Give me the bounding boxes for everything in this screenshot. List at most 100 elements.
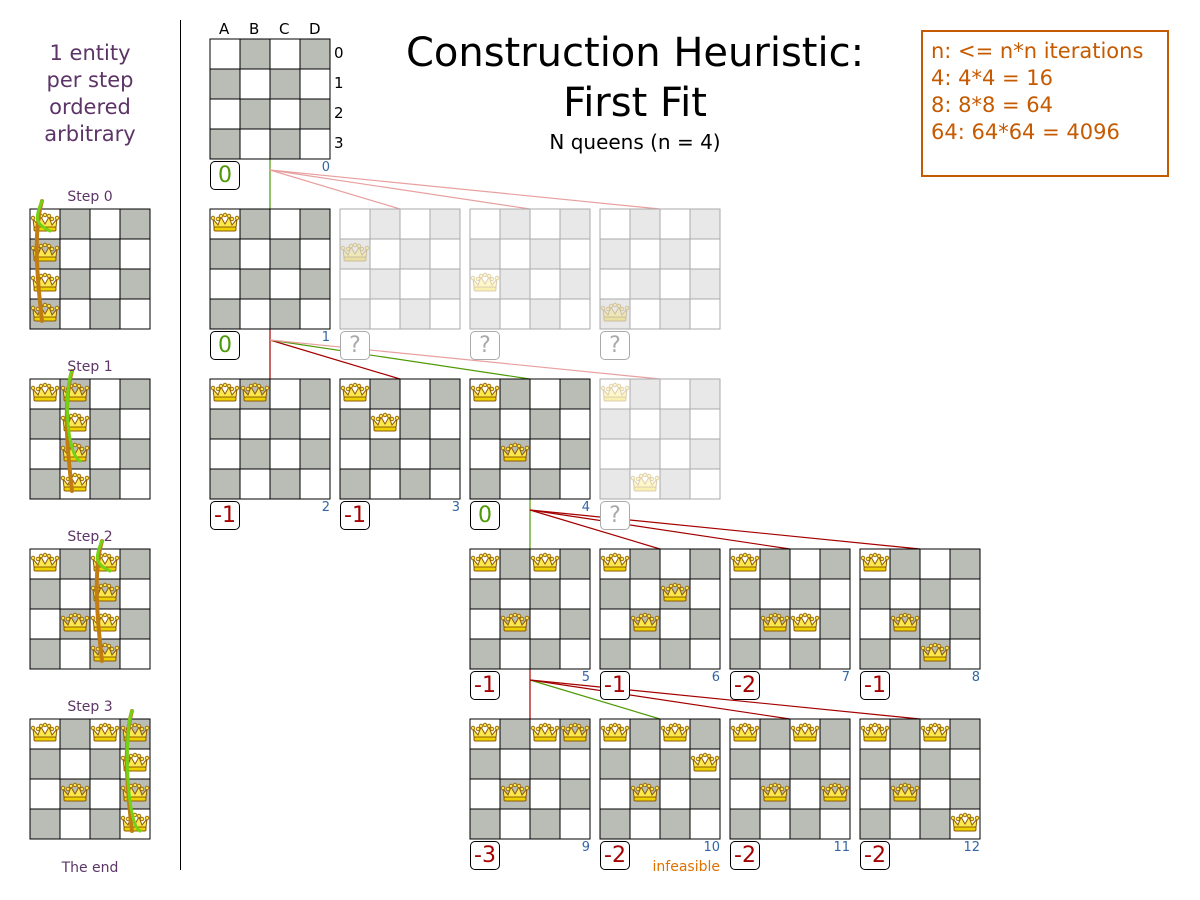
edge-evaluated <box>529 509 661 550</box>
board-square <box>89 748 121 780</box>
board-square <box>369 208 401 240</box>
board-square <box>659 298 691 330</box>
board-square <box>629 298 661 330</box>
board-number: 7 <box>841 670 850 685</box>
board <box>339 378 461 500</box>
board <box>469 548 591 670</box>
board-square <box>889 638 921 670</box>
board-square <box>59 748 91 780</box>
divider <box>180 20 181 870</box>
board-square <box>789 638 821 670</box>
board-number: 0 <box>321 160 330 175</box>
board-number: 6 <box>711 670 720 685</box>
board-square <box>59 298 91 330</box>
board-square <box>119 468 151 500</box>
score-badge: -1 <box>470 671 500 700</box>
board-square <box>659 268 691 300</box>
board-square <box>429 268 461 300</box>
score-badge: -3 <box>470 841 500 870</box>
board-square <box>209 38 241 70</box>
board-square <box>789 748 821 780</box>
board-square <box>239 408 271 440</box>
board-square <box>629 208 661 240</box>
board-square <box>949 638 981 670</box>
board-number: 4 <box>581 500 590 515</box>
board-square <box>859 778 891 810</box>
board <box>209 378 331 500</box>
score-badge: -2 <box>860 841 890 870</box>
board-square <box>339 208 371 240</box>
board-square <box>429 208 461 240</box>
board-square <box>119 608 151 640</box>
board-square <box>919 808 951 840</box>
board-square <box>559 808 591 840</box>
board-square <box>469 778 501 810</box>
board-square <box>629 808 661 840</box>
board-square <box>469 238 501 270</box>
board-square <box>789 778 821 810</box>
board-square <box>399 438 431 470</box>
score-badge: -2 <box>600 841 630 870</box>
board-square <box>919 548 951 580</box>
subtitle: N queens (n = 4) <box>549 130 721 154</box>
infeasible-note: infeasible <box>652 859 720 875</box>
board-square <box>89 438 121 470</box>
score-badge: -2 <box>730 841 760 870</box>
board-square <box>729 638 761 670</box>
board-square <box>859 748 891 780</box>
board-square <box>89 208 121 240</box>
board <box>209 38 331 160</box>
board-square <box>469 638 501 670</box>
board-square <box>629 408 661 440</box>
board-square <box>629 638 661 670</box>
board-square <box>529 608 561 640</box>
chosen-move-arrow <box>95 539 112 573</box>
board-square <box>399 298 431 330</box>
board-square <box>209 268 241 300</box>
board-square <box>529 208 561 240</box>
board-square <box>689 298 721 330</box>
board-square <box>759 548 791 580</box>
board-square <box>59 578 91 610</box>
score-badge: -2 <box>730 671 760 700</box>
board-square <box>269 408 301 440</box>
board-square <box>529 298 561 330</box>
board-square <box>399 238 431 270</box>
board-square <box>919 778 951 810</box>
board-square <box>119 208 151 240</box>
board-square <box>659 238 691 270</box>
board-square <box>429 378 461 410</box>
board-square <box>499 408 531 440</box>
board-square <box>499 238 531 270</box>
board-square <box>269 438 301 470</box>
board-square <box>729 808 761 840</box>
board-square <box>499 548 531 580</box>
step-label: Step 2 <box>67 529 113 545</box>
board-square <box>119 438 151 470</box>
board <box>599 548 721 670</box>
edge-evaluated <box>529 509 921 550</box>
board-square <box>689 408 721 440</box>
board-square <box>269 68 301 100</box>
board-square <box>29 408 61 440</box>
board-square <box>209 128 241 160</box>
board-square <box>369 468 401 500</box>
board-square <box>729 578 761 610</box>
board-square <box>689 778 721 810</box>
board <box>859 548 981 670</box>
board-square <box>559 298 591 330</box>
board-square <box>689 548 721 580</box>
board-square <box>469 578 501 610</box>
the-end-label: The end <box>61 860 119 876</box>
board-square <box>119 408 151 440</box>
left-caption: 1 entity per step ordered arbitrary <box>20 40 160 148</box>
board-square <box>209 468 241 500</box>
column-label: B <box>249 20 260 38</box>
board-square <box>269 128 301 160</box>
board-square <box>819 638 851 670</box>
board-square <box>559 408 591 440</box>
board-number: 9 <box>581 840 590 855</box>
board-square <box>239 128 271 160</box>
board-square <box>59 638 91 670</box>
score-badge: 0 <box>210 331 240 360</box>
